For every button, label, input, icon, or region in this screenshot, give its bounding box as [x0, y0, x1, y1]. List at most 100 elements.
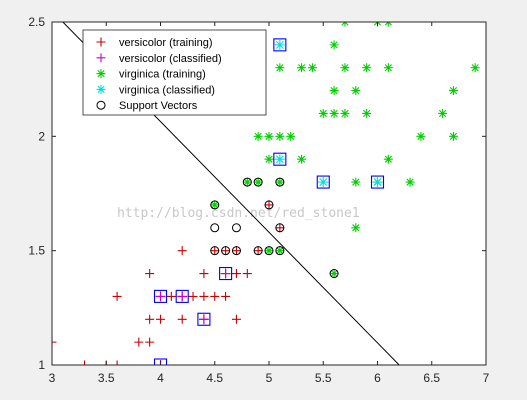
virginica-classified-point [274, 154, 285, 165]
versicolor-classified-point [155, 291, 166, 302]
x-tick-label: 6.5 [423, 371, 440, 385]
virginica-training-point [242, 177, 252, 187]
support-vector-point [253, 246, 263, 256]
virginica-training-point [448, 131, 458, 141]
legend-marker [96, 37, 106, 47]
legend-marker [96, 69, 106, 79]
support-vector-point [210, 200, 220, 210]
legend-label: Support Vectors [119, 100, 198, 112]
virginica-training-point [329, 86, 339, 96]
versicolor-training-point [275, 223, 285, 233]
legend-label: virginica (classified) [119, 84, 215, 96]
x-tick-label: 3 [49, 371, 56, 385]
support-vector-point [253, 177, 263, 187]
versicolor-training-point [221, 246, 231, 256]
support-vector-point [231, 246, 241, 256]
virginica-training-point [210, 200, 220, 210]
virginica-training-point [448, 86, 458, 96]
versicolor-training-point [199, 291, 209, 301]
virginica-training-point [351, 177, 361, 187]
virginica-training-point [329, 108, 339, 118]
legend-box [82, 29, 267, 116]
support-vector-point [264, 200, 274, 210]
versicolor-classified-box [153, 289, 168, 303]
virginica-classified-point [274, 39, 285, 50]
versicolor-classified-box [219, 266, 233, 281]
versicolor-training-point [177, 314, 187, 324]
versicolor-training-point [188, 291, 198, 301]
support-vector-point [275, 246, 285, 256]
versicolor-training-point [231, 269, 241, 279]
virginica-training-point [405, 177, 415, 187]
virginica-training-point [329, 40, 339, 50]
versicolor-training-point [231, 246, 241, 256]
versicolor-training-point [231, 314, 241, 324]
support-vector-point [275, 177, 285, 187]
support-vector-point [221, 246, 231, 256]
versicolor-training-point [210, 246, 220, 256]
virginica-training-point [253, 131, 263, 141]
virginica-training-point [383, 63, 393, 73]
virginica-training-point [264, 131, 274, 141]
support-vector-point [264, 246, 274, 256]
legend-marker [96, 84, 106, 94]
x-tick-label: 6 [374, 371, 381, 385]
virginica-classified-point [372, 177, 383, 188]
virginica-training-point [264, 246, 274, 256]
versicolor-training-point [264, 200, 274, 210]
virginica-training-point [438, 108, 448, 118]
versicolor-training-point [112, 360, 122, 365]
support-vector-point [231, 223, 241, 233]
virginica-training-point [318, 108, 328, 118]
virginica-classified-point [318, 177, 329, 188]
y-tick-label: 2 [38, 129, 45, 143]
versicolor-classified-point [198, 314, 209, 325]
virginica-training-point [275, 131, 285, 141]
legend-marker [96, 100, 106, 110]
legend-label: virginica (training) [119, 69, 206, 81]
support-vector-point [275, 223, 285, 233]
versicolor-training-point [156, 314, 165, 324]
versicolor-training-point [112, 291, 122, 301]
versicolor-classified-box [175, 289, 189, 303]
virginica-training-point [253, 177, 263, 187]
watermark-text: http://blog.csdn.net/red_stone1 [117, 206, 360, 221]
legend-label: versicolor (training) [119, 37, 213, 49]
virginica-training-point [307, 63, 317, 73]
x-tick-label: 5.5 [315, 371, 332, 385]
x-tick-label: 5 [266, 371, 273, 385]
virginica-classified-box [273, 38, 287, 52]
virginica-training-point [275, 177, 285, 187]
support-vector-point [242, 177, 252, 187]
versicolor-classified-box [197, 312, 211, 326]
x-tick-label: 4.5 [206, 371, 223, 385]
virginica-training-point [275, 63, 285, 73]
y-tick-label: 2.5 [28, 15, 45, 29]
virginica-training-point [340, 63, 350, 73]
x-tick-label: 3.5 [98, 371, 115, 385]
virginica-training-point [470, 63, 480, 73]
legend-marker [96, 53, 106, 63]
versicolor-training-point [145, 314, 155, 324]
virginica-classified-box [316, 175, 330, 189]
versicolor-training-point [199, 269, 209, 279]
versicolor-training-point [177, 246, 187, 256]
versicolor-training-point [242, 269, 252, 279]
versicolor-classified-point [177, 291, 188, 302]
virginica-training-point [340, 108, 350, 118]
versicolor-training-point [145, 269, 155, 279]
virginica-training-point [275, 246, 285, 256]
support-vector-point [210, 223, 220, 233]
virginica-training-point [286, 131, 296, 141]
versicolor-classified-box [153, 358, 168, 365]
versicolor-training-point [253, 246, 263, 256]
support-vector-point [329, 269, 339, 279]
x-tick-label: 4 [157, 371, 164, 385]
versicolor-classified-point [220, 268, 231, 279]
virginica-training-point [351, 86, 361, 96]
versicolor-training-point [210, 291, 220, 301]
versicolor-training-point [134, 337, 144, 347]
versicolor-training-point [80, 360, 90, 365]
versicolor-training-point [52, 337, 57, 347]
virginica-classified-box [273, 152, 287, 166]
